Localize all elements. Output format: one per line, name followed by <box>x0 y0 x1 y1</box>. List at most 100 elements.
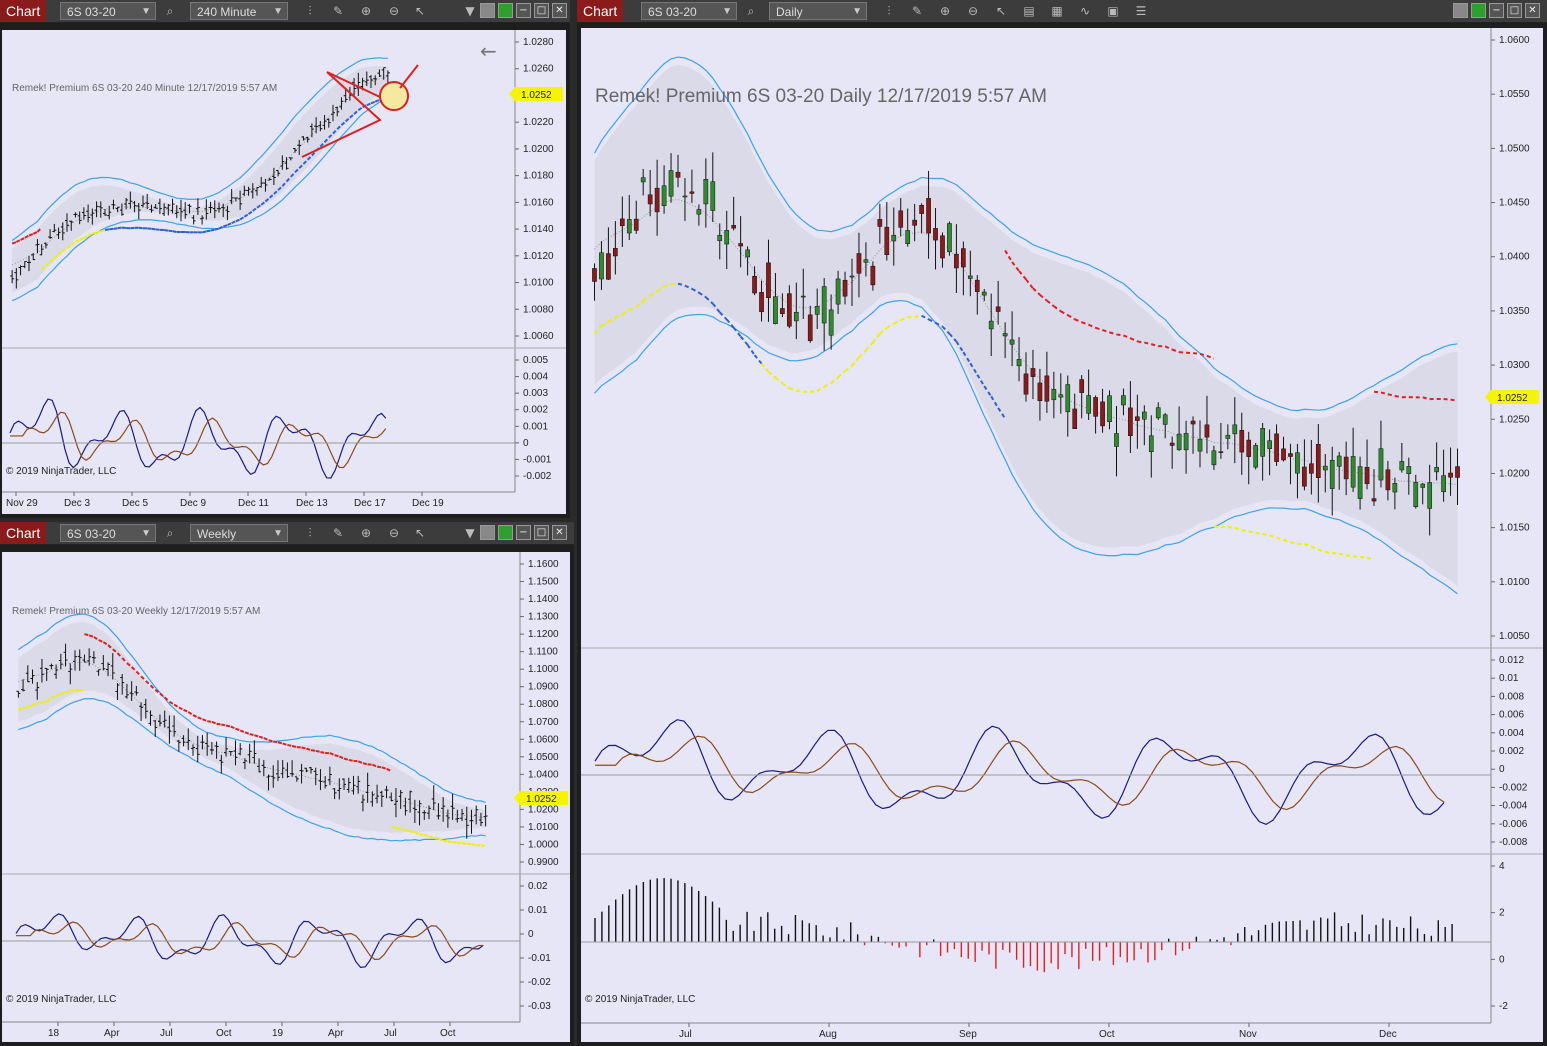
trailing-stop <box>1359 555 1368 559</box>
zoom-in-icon[interactable]: ⊕ <box>360 526 372 540</box>
candle-body <box>1190 420 1196 425</box>
trailing-stop <box>282 742 288 746</box>
trailing-stop <box>239 215 245 221</box>
trailing-stop <box>1192 352 1201 355</box>
search-icon[interactable]: ⌕ <box>166 4 174 18</box>
trailing-stop <box>225 724 231 728</box>
candle-body <box>1343 456 1349 480</box>
chart-pane-weekly[interactable]: 1.1600 1.1500 1.1400 1.1300 1.1200 1.1100 1.10… <box>2 552 570 1042</box>
interval-select[interactable]: 240 Minute ▼ <box>190 2 288 20</box>
zoom-in-icon[interactable]: ⊕ <box>360 4 372 18</box>
candle-body <box>1441 475 1446 493</box>
chart-title-tab[interactable]: Chart <box>0 522 47 544</box>
restore-icon[interactable]: □ <box>534 525 549 540</box>
trailing-stop <box>285 176 292 183</box>
back-arrow-icon[interactable]: ← <box>480 39 497 63</box>
maximize-icon[interactable] <box>498 525 513 540</box>
trailing-stop <box>210 228 215 232</box>
trailing-stop <box>343 757 350 761</box>
properties-icon[interactable]: ▣ <box>1107 4 1119 18</box>
trailing-stop <box>1109 331 1117 336</box>
instrument-select[interactable]: 6S 03-20 ▼ <box>641 2 737 20</box>
indicators-icon[interactable]: ∿ <box>1079 4 1091 18</box>
trailing-stop <box>719 311 728 321</box>
restore-icon[interactable]: □ <box>1507 3 1522 18</box>
pencil-icon[interactable]: ✎ <box>332 526 344 540</box>
zoom-out-icon[interactable]: ⊖ <box>388 526 400 540</box>
candle-body <box>745 249 750 258</box>
trailing-stop <box>1199 352 1208 357</box>
pencil-icon[interactable]: ✎ <box>332 4 344 18</box>
restore-icon[interactable]: − <box>1489 3 1504 18</box>
trailing-stop <box>345 116 351 123</box>
pointer-icon[interactable]: ↖ <box>414 526 426 540</box>
candle-body <box>1135 416 1140 421</box>
pointer-icon[interactable]: ↖ <box>995 4 1007 18</box>
trailing-stop <box>340 120 347 126</box>
minimize-icon[interactable] <box>480 3 495 18</box>
trailing-stop <box>36 226 43 233</box>
trailing-stop <box>691 287 700 294</box>
chart-canvas[interactable]: 1.1600 1.1500 1.1400 1.1300 1.1200 1.1100 1.10… <box>2 552 570 1042</box>
close-icon[interactable]: ✕ <box>1525 3 1540 18</box>
dropdown-icon[interactable]: ▼ <box>465 4 475 18</box>
bars-icon[interactable]: ⫶ <box>887 4 891 18</box>
chart-pane-daily[interactable]: 1.0600 1.0550 1.0500 1.0450 1.0400 1.0350 1.03… <box>581 28 1543 1042</box>
pointer-icon[interactable]: ↖ <box>414 4 426 18</box>
trailing-stop <box>391 825 397 829</box>
trailing-stop <box>851 356 860 367</box>
instrument-select[interactable]: 6S 03-20 ▼ <box>60 524 156 542</box>
zoom-out-icon[interactable]: ⊖ <box>388 4 400 18</box>
minimize-icon[interactable] <box>1453 3 1468 18</box>
axis-tick-label: -0.006 <box>1499 819 1528 830</box>
chart-title-tab[interactable]: Chart <box>577 0 624 22</box>
restore-icon[interactable]: − <box>516 3 531 18</box>
interval-select[interactable]: Weekly ▼ <box>190 524 288 542</box>
instrument-select[interactable]: 6S 03-20 ▼ <box>60 2 156 20</box>
bars-icon[interactable]: ⫶ <box>308 526 312 540</box>
minimize-icon[interactable] <box>480 525 495 540</box>
date-tick-label: 19 <box>272 1028 284 1039</box>
trailing-stop <box>55 693 62 697</box>
candle-body <box>967 275 973 279</box>
properties-icon[interactable]: ▤ <box>1023 4 1035 18</box>
bars-icon[interactable]: ⫶ <box>308 4 312 18</box>
close-icon[interactable]: ✕ <box>552 525 567 540</box>
candle-body <box>738 243 743 247</box>
strategies-icon[interactable]: ▦ <box>1051 4 1063 18</box>
maximize-icon[interactable] <box>1471 3 1486 18</box>
restore-icon[interactable]: − <box>516 525 531 540</box>
chart-title-tab[interactable]: Chart <box>0 0 47 22</box>
trailing-stop <box>107 644 114 650</box>
oscillator-slow-line <box>595 735 1445 811</box>
axis-tick-label: 1.0100 <box>528 822 559 833</box>
trailing-stop <box>844 365 853 372</box>
axis-tick-label: 1.0550 <box>1499 89 1530 100</box>
restore-icon[interactable]: □ <box>534 3 549 18</box>
date-tick-label: Dec 3 <box>64 498 91 509</box>
chart-pane-240min[interactable]: 1.02801.02601.02401.02201.02001.01801.01… <box>2 30 566 514</box>
trailing-stop <box>1276 536 1284 541</box>
strategies-icon[interactable]: ☰ <box>1135 4 1147 18</box>
dropdown-icon[interactable]: ▼ <box>465 526 475 540</box>
pencil-icon[interactable]: ✎ <box>911 4 923 18</box>
trailing-stop <box>281 180 288 187</box>
last-price-label: 1.0252 <box>1497 393 1528 404</box>
zoom-out-icon[interactable]: ⊖ <box>967 4 979 18</box>
chart-canvas[interactable]: 1.02801.02601.02401.02201.02001.01801.01… <box>2 30 566 514</box>
trailing-stop <box>405 828 411 833</box>
trailing-stop <box>935 321 943 328</box>
trailing-stop <box>348 758 354 762</box>
search-icon[interactable]: ⌕ <box>747 4 755 18</box>
trailing-stop <box>810 389 818 393</box>
candle-body <box>1030 368 1036 377</box>
trailing-stop <box>53 253 60 260</box>
interval-select[interactable]: Daily ▼ <box>769 2 867 20</box>
trailing-stop <box>263 737 269 742</box>
maximize-icon[interactable] <box>498 3 513 18</box>
close-icon[interactable]: ✕ <box>552 3 567 18</box>
zoom-in-icon[interactable]: ⊕ <box>939 4 951 18</box>
chart-canvas[interactable]: 1.0600 1.0550 1.0500 1.0450 1.0400 1.0350 1.03… <box>581 28 1543 1042</box>
search-icon[interactable]: ⌕ <box>166 526 174 540</box>
trailing-stop <box>1317 548 1326 553</box>
